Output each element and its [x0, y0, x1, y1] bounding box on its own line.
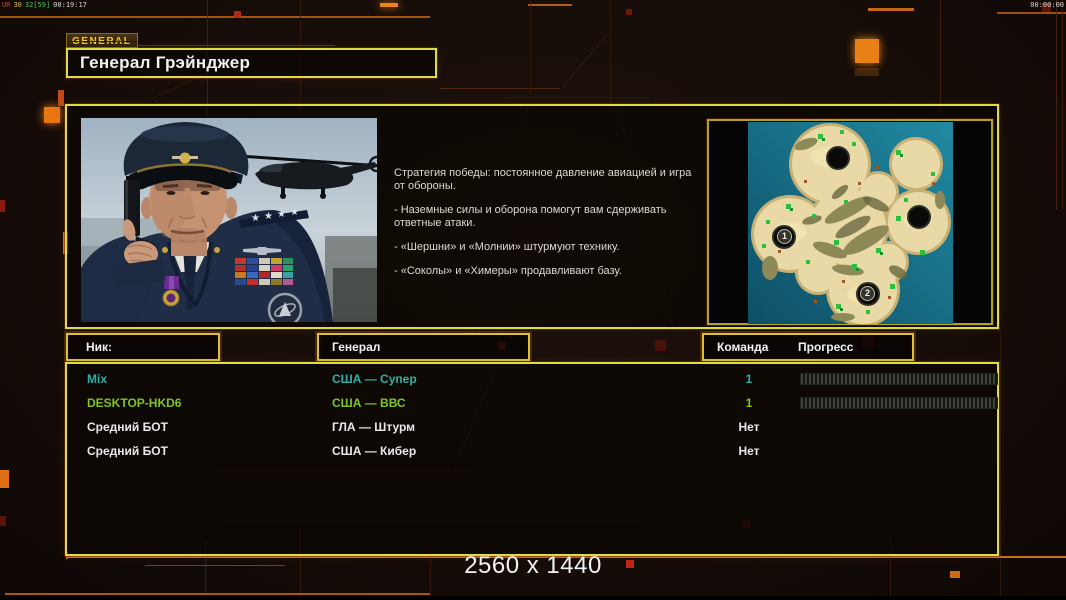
decor-element	[380, 3, 398, 7]
roster-team: Нет	[738, 444, 760, 458]
strategy-paragraph: Стратегия победы: постоянное давление ав…	[394, 167, 692, 192]
roster-progress-bar	[800, 373, 998, 385]
decor-element	[950, 571, 960, 578]
svg-text:★: ★	[264, 211, 273, 222]
column-header-nick: Ник:	[66, 333, 220, 361]
nick-header-label: Ник:	[86, 340, 113, 354]
decor-element	[530, 0, 531, 95]
strategy-paragraph: - Наземные силы и оборона помогут вам сд…	[394, 204, 667, 229]
stat-ur: UR	[2, 1, 11, 9]
general-portrait: ★ ★ ★ ★	[74, 118, 386, 328]
decor-element	[1056, 0, 1057, 210]
roster-team: 1	[745, 396, 753, 410]
roster-team: 1	[745, 372, 753, 386]
roster-rows: Mix США — Супер 1 DESKTOP-HKD6 США — ВВС…	[67, 367, 998, 463]
progress-header-label: Прогресс	[798, 340, 854, 354]
decor-element	[440, 88, 560, 89]
general-header-label: Генерал	[332, 340, 381, 354]
decor-element	[528, 4, 572, 6]
roster-general: ГЛА — Штурм	[332, 420, 416, 434]
roster-row: Средний БОТ США — Кибер Нет	[67, 439, 997, 463]
decor-element	[0, 470, 9, 488]
decor-element	[890, 540, 891, 596]
decor-element	[855, 39, 879, 63]
decor-element	[505, 97, 650, 98]
decor-element	[626, 560, 634, 568]
decor-element	[655, 340, 666, 351]
strategy-paragraph: - «Шершни» и «Молнии» штурмуют технику.	[394, 241, 620, 253]
roster-nick: Средний БОТ	[87, 444, 168, 458]
general-info-panel: ★ ★ ★ ★	[65, 104, 999, 329]
roster-nick: DESKTOP-HKD6	[87, 396, 182, 410]
general-title-box: Генерал Грэйнджер	[66, 48, 437, 78]
decor-element	[0, 16, 430, 18]
column-header-team-progress: Команда Прогресс	[702, 333, 914, 361]
team-header-label: Команда	[717, 340, 769, 354]
fps-stats-overlay: UR 30 32[59] 00:19:17	[2, 1, 90, 9]
map-preview-panel: 1 2	[707, 119, 993, 325]
decor-element	[1062, 0, 1063, 210]
stencil-line	[67, 41, 137, 42]
decor-element	[562, 32, 609, 88]
decor-element	[0, 516, 6, 526]
decor-element	[940, 0, 941, 115]
stat-fps: 30	[13, 1, 22, 9]
roster-general: США — ВВС	[332, 396, 406, 410]
decor-element	[5, 593, 430, 595]
decor-element	[95, 45, 335, 46]
match-timer: 00:00:00	[1030, 1, 1064, 9]
tab-general: GENERAL	[66, 33, 138, 48]
general-portrait-image: ★ ★ ★ ★	[74, 118, 386, 328]
general-name: Генерал Грэйнджер	[80, 53, 251, 72]
stat-clock: 00:19:17	[53, 1, 87, 9]
decor-element	[430, 545, 431, 595]
decor-element	[234, 11, 241, 18]
decor-element	[610, 0, 611, 110]
start-position-badge-1: 1	[777, 229, 792, 244]
start-position-badge-2: 2	[860, 286, 875, 301]
roster-row: Mix США — Супер 1	[67, 367, 998, 391]
strategy-paragraph: - «Соколы» и «Химеры» продавливают базу.	[394, 265, 622, 277]
roster-team: Нет	[738, 420, 760, 434]
decor-element	[205, 540, 206, 596]
player-roster-panel: Mix США — Супер 1 DESKTOP-HKD6 США — ВВС…	[65, 362, 999, 556]
stat-frametime: 32[59]	[24, 1, 51, 9]
roster-general: США — Супер	[332, 372, 417, 386]
decor-element	[145, 565, 285, 566]
decor-element	[66, 556, 1066, 558]
decor-element	[855, 68, 879, 76]
decor-element	[0, 596, 1066, 600]
decor-element	[0, 200, 5, 212]
decor-element	[1042, 3, 1051, 12]
decor-element	[626, 9, 632, 15]
roster-progress-bar	[800, 397, 998, 409]
decor-element	[58, 90, 64, 106]
roster-general: США — Кибер	[332, 444, 417, 458]
svg-text:★: ★	[251, 213, 260, 224]
decor-element	[44, 107, 60, 123]
decor-element	[868, 8, 914, 11]
strategy-paragraphs: Стратегия победы: постоянное давление ав…	[394, 167, 701, 289]
roster-nick: Средний БОТ	[87, 420, 168, 434]
svg-text:★: ★	[290, 207, 299, 218]
svg-text:★: ★	[277, 209, 286, 220]
map-preview-image	[748, 122, 953, 324]
column-header-general: Генерал	[317, 333, 530, 361]
decor-element	[1000, 330, 1001, 600]
decor-element	[300, 528, 301, 596]
roster-row: Средний БОТ ГЛА — Штурм Нет	[67, 415, 997, 439]
roster-nick: Mix	[87, 372, 108, 386]
roster-row: DESKTOP-HKD6 США — ВВС 1	[67, 391, 998, 415]
resolution-label: 2560 x 1440	[464, 552, 602, 579]
decor-element	[997, 12, 1066, 14]
